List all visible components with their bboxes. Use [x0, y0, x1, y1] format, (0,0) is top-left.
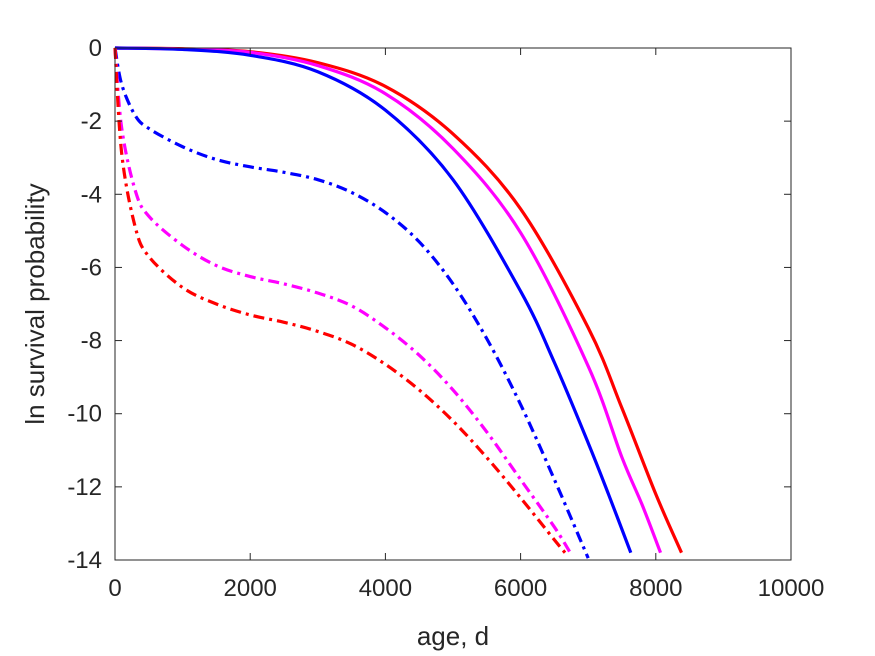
y-tick-label: -10: [67, 401, 102, 428]
y-axis-label: ln survival probability: [20, 183, 50, 424]
y-tick-label: -2: [81, 108, 102, 135]
series-line-4: [113, 47, 590, 559]
y-tick-label: 0: [89, 35, 102, 62]
series-layer: [113, 46, 683, 559]
x-tick-label: 10000: [758, 575, 825, 602]
x-tick-label: 6000: [494, 575, 547, 602]
y-tick-label: -12: [67, 474, 102, 501]
tick-layer: 0 2000 4000 6000 8000 10000 0 -2 -4 -6 -8 -10 -12 -14: [67, 35, 824, 602]
x-tick-label: 4000: [359, 575, 412, 602]
y-tick-label: -6: [81, 254, 102, 281]
x-tick-label: 2000: [224, 575, 277, 602]
y-tick-label: -4: [81, 181, 102, 208]
series-line-3: [114, 46, 633, 554]
series-line-5: [113, 47, 573, 556]
x-tick-label: 8000: [629, 575, 682, 602]
x-axis-label: age, d: [417, 621, 489, 651]
y-tick-label: -8: [81, 328, 102, 355]
y-tick-label: -14: [67, 547, 102, 574]
series-line-2: [114, 46, 663, 554]
series-line-6: [113, 47, 568, 556]
plot-frame: [114, 47, 792, 561]
x-tick-label: 0: [108, 575, 121, 602]
